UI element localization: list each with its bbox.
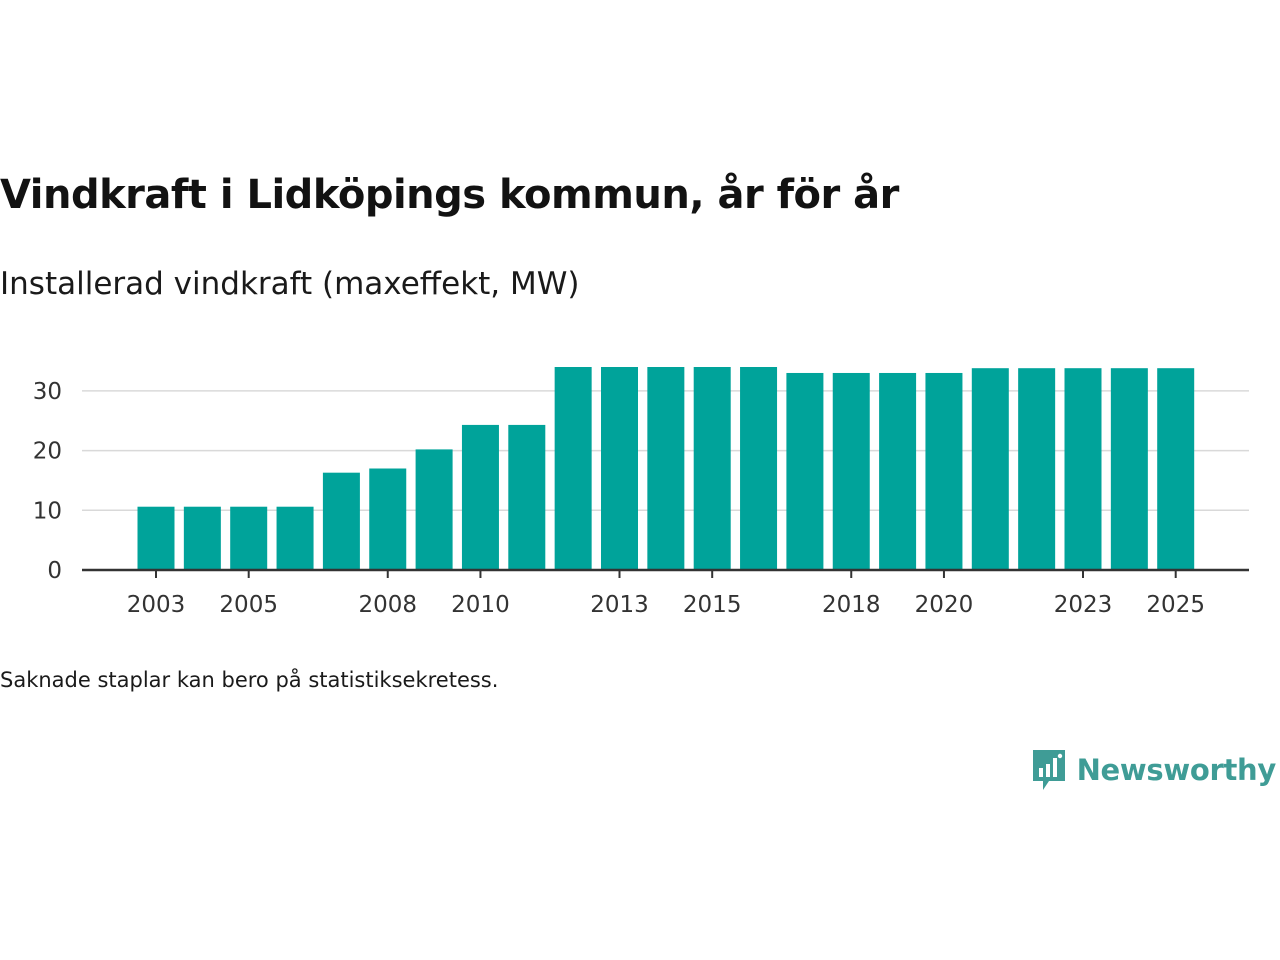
brand-name: Newsworthy (1076, 753, 1277, 787)
bar-chart-speech-bubble-icon (1032, 750, 1065, 790)
x-tick-label-2023: 2023 (1054, 592, 1113, 618)
x-tick-label-2013: 2013 (590, 592, 649, 618)
bar-2022 (1018, 368, 1056, 570)
bars (137, 367, 1195, 570)
bar-2015 (693, 367, 731, 570)
bar-2009 (415, 449, 453, 570)
chart-footnote: Saknade staplar kan bero på statistiksek… (0, 668, 499, 692)
x-axis-ticks: 2003 2005 2008 2010 2013 2015 2018 2020 2023 2025 (127, 570, 1205, 618)
chart-title: Vindkraft i Lidköpings kommun, år för år (0, 172, 899, 218)
bar-2019 (879, 372, 917, 570)
x-tick-label-2003: 2003 (127, 592, 186, 618)
bar-2013 (601, 367, 638, 570)
x-tick-label-2015: 2015 (683, 592, 742, 618)
bar-2021 (971, 368, 1009, 570)
bar-2020 (925, 372, 963, 570)
bar-2003 (137, 506, 175, 570)
x-tick-label-2005: 2005 (219, 592, 278, 618)
x-tick-label-2025: 2025 (1146, 592, 1205, 618)
bar-2011 (508, 424, 546, 570)
y-tick-label-10: 10 (33, 498, 62, 524)
x-tick-label-2018: 2018 (822, 592, 881, 618)
bar-2017 (786, 372, 824, 570)
y-tick-label-30: 30 (33, 379, 62, 405)
newsworthy-brand: Newsworthy (1031, 748, 1276, 792)
bar-2016 (740, 367, 778, 570)
bar-2007 (322, 472, 360, 570)
bar-2004 (183, 506, 221, 570)
bar-2025 (1157, 368, 1195, 570)
bar-2006 (276, 506, 314, 570)
bar-2008 (369, 468, 407, 570)
y-tick-label-0: 0 (47, 558, 62, 584)
bar-2023 (1064, 368, 1102, 570)
x-tick-label-2008: 2008 (358, 592, 417, 618)
bar-2005 (230, 506, 268, 570)
x-tick-label-2010: 2010 (451, 592, 510, 618)
x-tick-label-2020: 2020 (915, 592, 974, 618)
bar-2014 (647, 367, 685, 570)
y-tick-label-20: 20 (33, 439, 62, 465)
chart-subtitle: Installerad vindkraft (maxeffekt, MW) (0, 266, 580, 302)
bar-chart: 0 10 20 30 2003 2005 2008 2010 2013 2015 2018 2020… (33, 367, 1249, 618)
y-axis-tick-labels: 0 10 20 30 (33, 379, 62, 584)
bar-2018 (832, 372, 870, 570)
bar-2024 (1110, 368, 1148, 570)
bar-2012 (554, 367, 592, 570)
bar-2010 (461, 424, 499, 570)
